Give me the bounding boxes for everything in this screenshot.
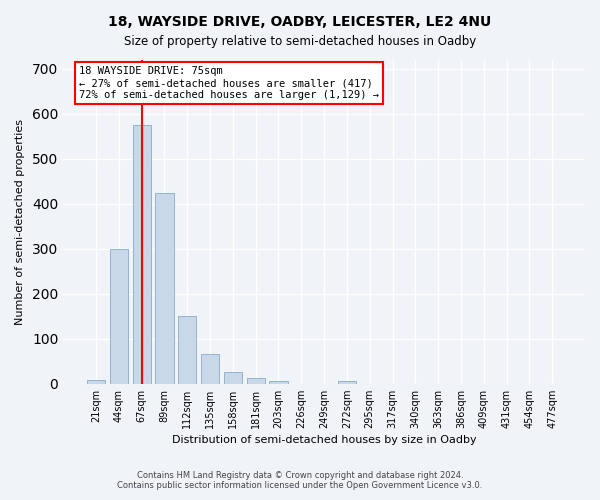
Text: Contains HM Land Registry data © Crown copyright and database right 2024.
Contai: Contains HM Land Registry data © Crown c… [118, 470, 482, 490]
Bar [133, 125, 151, 384]
Bar [201, 354, 219, 384]
Text: 18 WAYSIDE DRIVE: 75sqm
← 27% of semi-detached houses are smaller (417)
72% of s: 18 WAYSIDE DRIVE: 75sqm ← 27% of semi-de… [79, 66, 379, 100]
Bar [269, 382, 287, 384]
Bar [224, 372, 242, 384]
Y-axis label: Number of semi-detached properties: Number of semi-detached properties [15, 119, 25, 325]
Bar [110, 249, 128, 384]
Bar [178, 316, 196, 384]
Text: Size of property relative to semi-detached houses in Oadby: Size of property relative to semi-detach… [124, 35, 476, 48]
Bar [87, 380, 105, 384]
Bar [247, 378, 265, 384]
X-axis label: Distribution of semi-detached houses by size in Oadby: Distribution of semi-detached houses by … [172, 435, 476, 445]
Bar [155, 192, 173, 384]
Text: 18, WAYSIDE DRIVE, OADBY, LEICESTER, LE2 4NU: 18, WAYSIDE DRIVE, OADBY, LEICESTER, LE2… [109, 15, 491, 29]
Bar [338, 382, 356, 384]
